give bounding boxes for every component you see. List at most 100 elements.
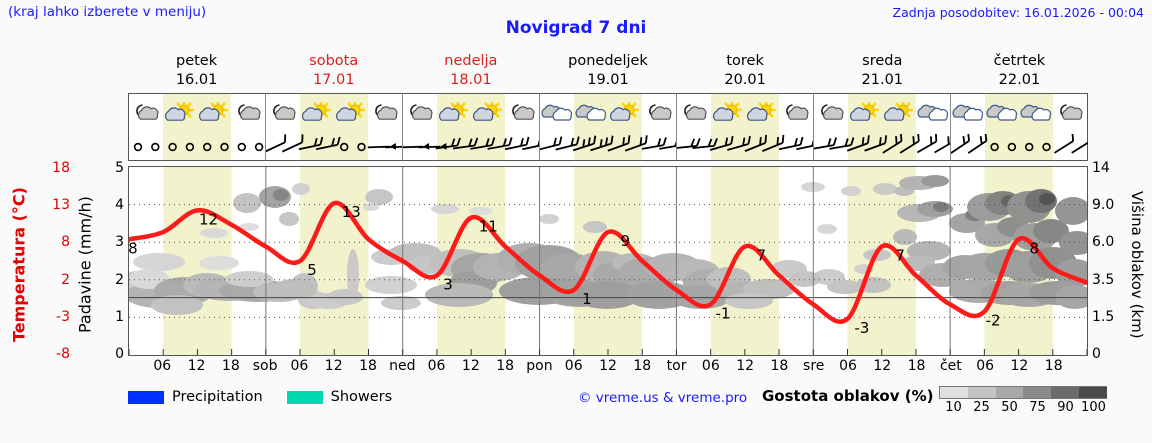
icon-column-day-2	[400, 94, 547, 160]
day-date: 19.01	[587, 72, 629, 88]
x-tick-label: pon	[526, 358, 553, 374]
x-tick-label: 06	[427, 358, 446, 374]
x-tick-label: 06	[701, 358, 720, 374]
x-tick-label: 06	[153, 358, 172, 374]
weather-icon-row	[814, 96, 950, 134]
wind-barb-row	[674, 134, 821, 158]
day-header-0: petek 16.01	[128, 52, 265, 92]
sun-cloud-icon	[608, 96, 642, 134]
cloudheight-axis-ticks: 14 9.0 6.0 3.5 1.5 0	[1092, 160, 1124, 362]
sun-cloud-icon	[334, 96, 368, 134]
x-tick-label: 06	[976, 358, 995, 374]
precipitation-tick: 4	[115, 197, 124, 214]
cloud-density-step	[940, 387, 969, 398]
day-name: torek	[726, 53, 764, 69]
wind-barb-row	[812, 133, 955, 158]
cloud-icon	[951, 96, 985, 134]
sun-cloud-icon	[848, 96, 882, 134]
x-tick-label: sob	[252, 358, 278, 374]
temperature-label: 13	[342, 203, 361, 221]
moon-cloud-icon	[129, 96, 163, 134]
cloud-density-step-label: 75	[1029, 400, 1046, 415]
weather-icon-row	[129, 96, 265, 134]
sun-cloud-icon	[197, 96, 231, 134]
weather-icon-wind-panel	[128, 93, 1092, 161]
precipitation-tick: 3	[115, 234, 124, 251]
cloud-icon	[916, 96, 950, 134]
temperature-label: 7	[757, 247, 767, 265]
day-header-1: sobota 17.01	[265, 52, 402, 92]
moon-cloud-icon	[368, 96, 402, 134]
x-tick-label: 12	[187, 358, 206, 374]
cloud-density-step	[1051, 387, 1079, 398]
moon-cloud-icon	[677, 96, 711, 134]
cloud-density-step-label: 25	[973, 400, 990, 415]
day-date: 20.01	[724, 72, 766, 88]
showers-legend-label: Showers	[330, 389, 393, 405]
precipitation-axis-ticks: 5 4 3 2 1 0	[100, 160, 124, 362]
cloud-icon	[574, 96, 608, 134]
cloud-density-step	[1078, 387, 1107, 398]
sun-cloud-icon	[745, 96, 779, 134]
temperature-label: 5	[307, 261, 317, 279]
x-tick-label: 12	[736, 358, 755, 374]
sun-cloud-icon	[300, 96, 334, 134]
day-name: nedelja	[444, 53, 498, 69]
forecast-plot-area: 8 12 5 13 3 11 1 9 7 -1 -3 7 -2 8	[128, 166, 1088, 356]
temperature-tick: -3	[56, 308, 70, 325]
precipitation-tick: 2	[115, 271, 124, 288]
wind-barb-row	[400, 134, 547, 158]
cloudheight-tick: 14	[1092, 160, 1110, 176]
icon-day-columns	[129, 94, 1092, 160]
cloud-density-gradient-bars	[939, 386, 1108, 399]
x-tick-label: 12	[1010, 358, 1029, 374]
precipitation-legend: Precipitation Showers	[128, 386, 408, 408]
day-date: 17.01	[312, 72, 355, 88]
cloudheight-tick: 6.0	[1092, 234, 1115, 251]
copyright-text[interactable]: © vreme.us & vreme.pro	[578, 390, 748, 406]
weather-icon-row	[951, 96, 1087, 134]
precipitation-color-swatch	[128, 390, 164, 404]
icon-column-day-3	[538, 94, 685, 160]
x-tick-label: 18	[1044, 358, 1063, 374]
x-tick-label: 18	[633, 358, 652, 374]
sun-cloud-icon	[471, 96, 505, 134]
icon-column-day-4	[674, 94, 821, 160]
x-axis-tick-labels: 06 12 18 sob 06 12 18 ned 06 12 18 pon 06 12 18 tor 06 12…	[128, 358, 1088, 378]
cloud-icon	[985, 96, 1019, 134]
sun-cloud-icon	[711, 96, 745, 134]
day-date: 21.01	[861, 72, 904, 88]
moon-cloud-icon	[814, 96, 848, 134]
x-tick-label: 12	[599, 358, 617, 374]
x-tick-label: 18	[770, 358, 789, 374]
temperature-label: 7	[895, 247, 905, 265]
day-date: 18.01	[450, 72, 492, 88]
weather-icon-row	[540, 96, 676, 134]
day-name: sreda	[862, 53, 903, 69]
day-header-5: sreda 21.01	[814, 52, 951, 92]
moon-cloud-icon	[779, 96, 813, 134]
temperature-label: 12	[199, 210, 218, 228]
temperature-tick: 2	[61, 271, 70, 288]
x-tick-label: 06	[564, 358, 583, 374]
wind-barb-row	[538, 134, 685, 158]
cloud-density-step-label: 10	[945, 400, 962, 415]
temperature-label: 8	[129, 239, 138, 257]
temperature-label: -3	[854, 319, 869, 337]
plot-canvas: 8 12 5 13 3 11 1 9 7 -1 -3 7 -2 8	[128, 166, 1088, 356]
temperature-axis-ticks: 18 13 8 2 -3 -8	[36, 160, 70, 362]
day-header-row: petek 16.01 sobota 17.01 nedelja 18.01 ponedel…	[128, 52, 1088, 92]
wind-barb-row	[264, 134, 414, 158]
x-tick-label: 18	[496, 358, 515, 374]
x-tick-label: 12	[873, 358, 892, 374]
cloud-density-step-label: 90	[1057, 400, 1074, 415]
temperature-label: 11	[479, 218, 498, 236]
showers-color-swatch	[286, 390, 323, 404]
icon-column-day-1	[264, 94, 414, 160]
temperature-label: 9	[620, 232, 630, 250]
icon-column-day-5	[812, 94, 955, 160]
day-date: 16.01	[175, 72, 218, 88]
x-tick-label: 12	[324, 358, 343, 374]
x-tick-label: sre	[803, 358, 825, 374]
